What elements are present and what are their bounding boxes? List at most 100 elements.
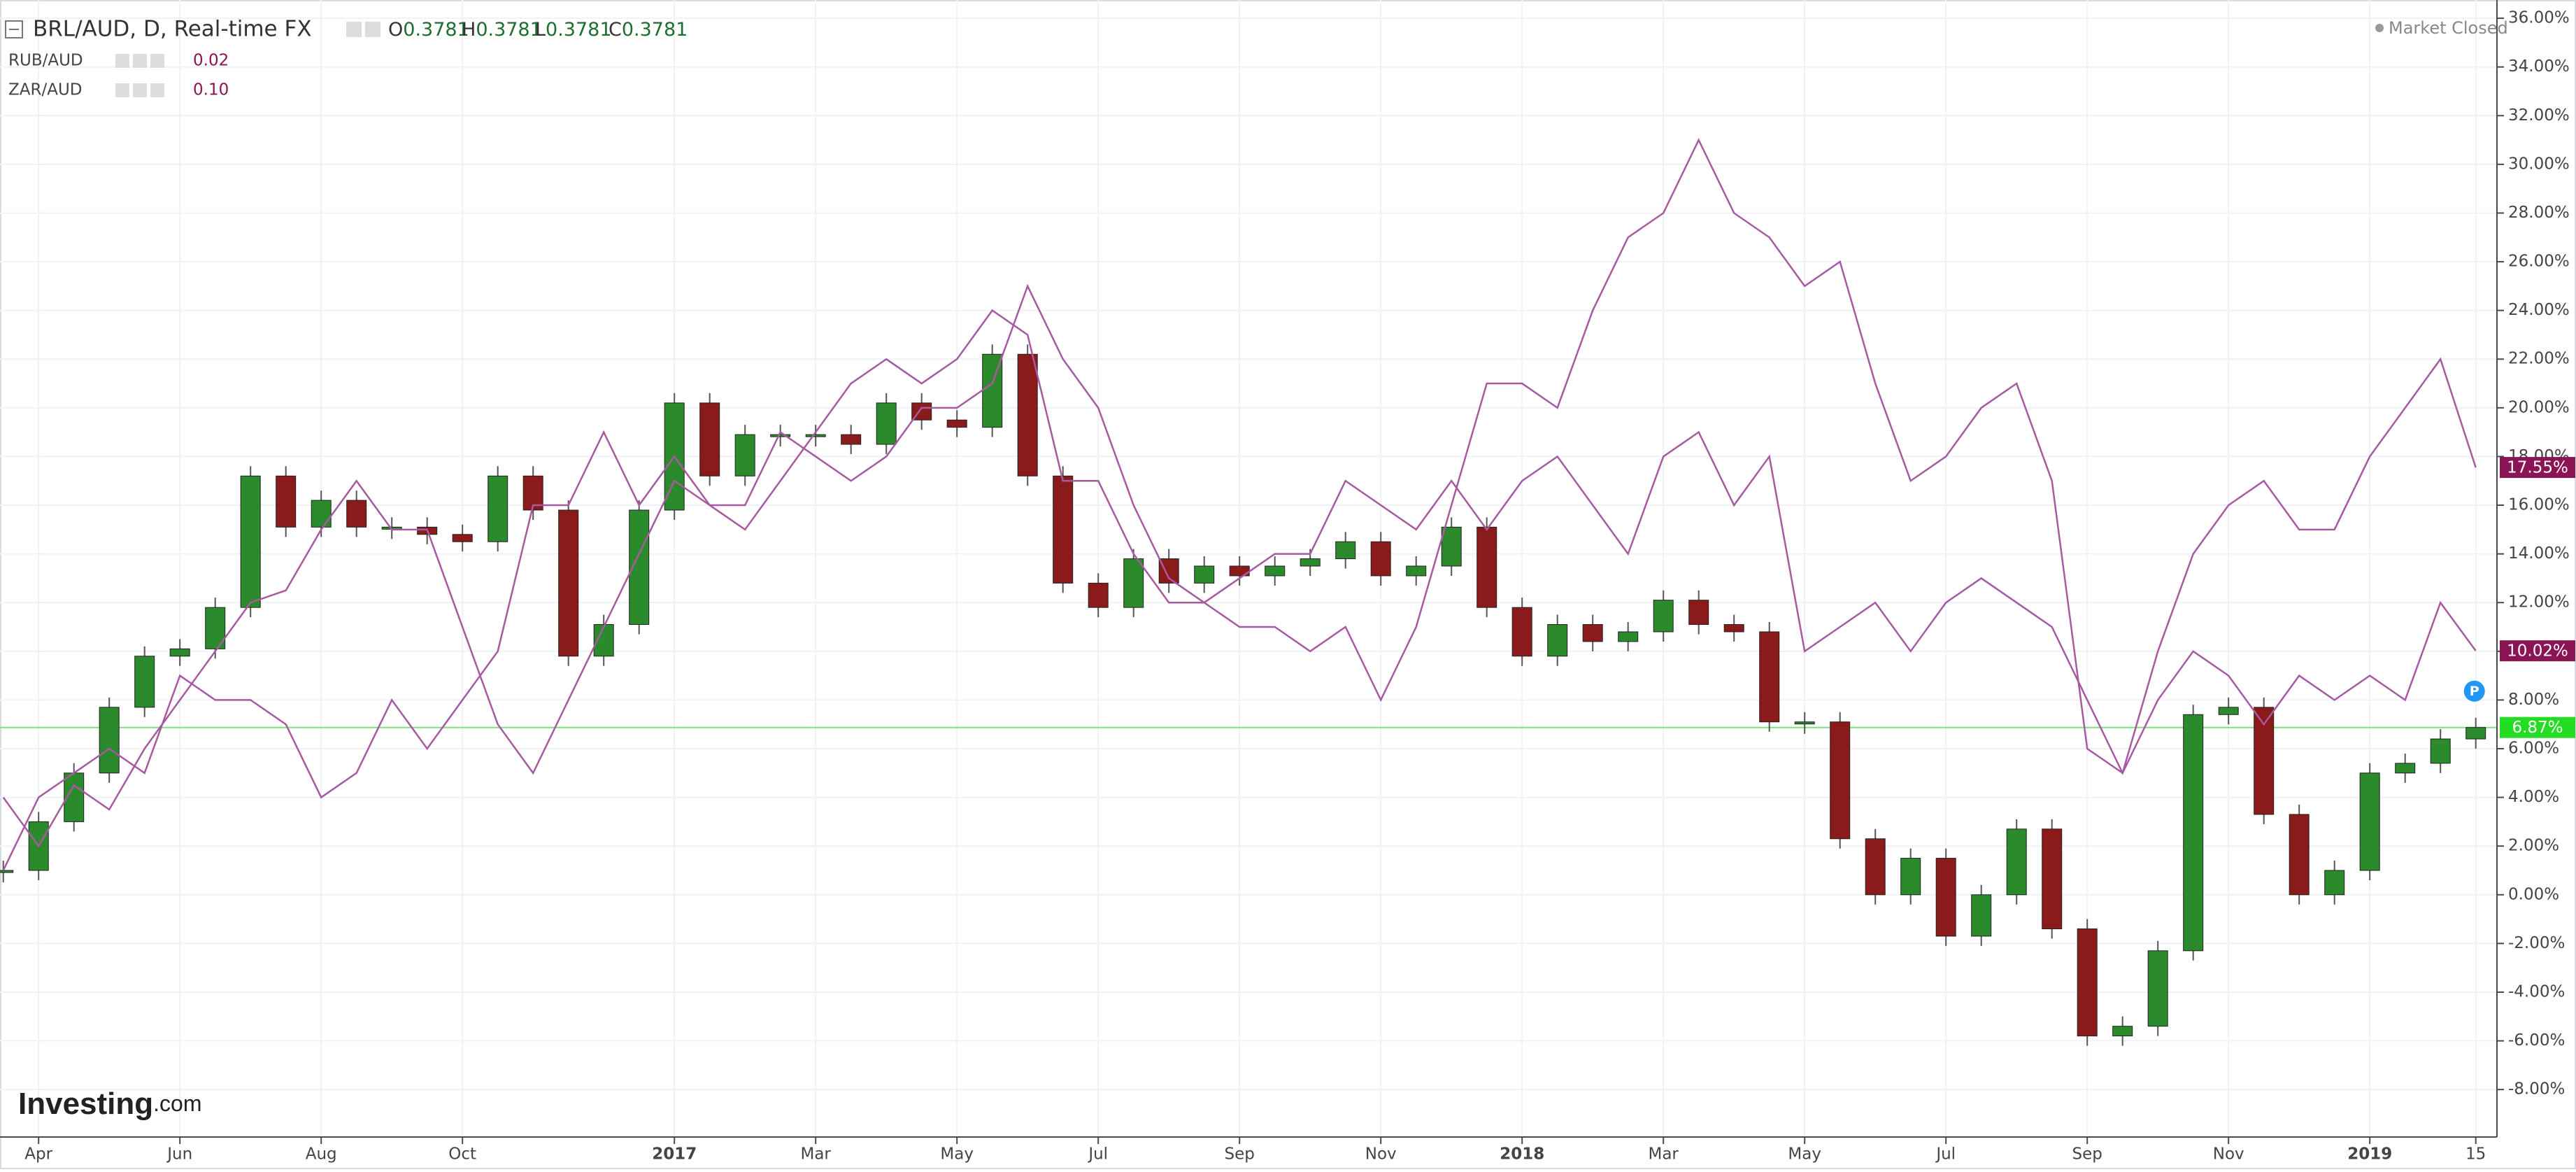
ohlc-value: 0.3781 <box>546 19 611 41</box>
y-tick-label: 6.00% <box>2508 739 2559 757</box>
y-tick-label: 0.00% <box>2508 885 2559 903</box>
settings-icon <box>346 22 362 37</box>
x-tick-label: Mar <box>1648 1145 1679 1164</box>
candle <box>1194 565 1215 584</box>
candle <box>2006 828 2027 896</box>
legend-icon <box>133 83 147 97</box>
y-tick-label: 2.00% <box>2508 837 2559 855</box>
candle <box>1265 565 1286 577</box>
x-tick-label: Oct <box>448 1145 476 1164</box>
candle <box>2183 714 2204 952</box>
candle <box>1547 624 1568 657</box>
ohlc-item: L0.3781 <box>535 19 612 41</box>
last-value-label: 6.87% <box>2512 719 2563 737</box>
candle <box>1511 607 1532 657</box>
y-tick-label: 12.00% <box>2508 593 2570 612</box>
candle <box>1441 526 1462 567</box>
x-tick-label: Jun <box>166 1145 192 1164</box>
candle <box>1865 838 1886 896</box>
last-value-label: 17.55% <box>2507 459 2568 477</box>
candle <box>1794 721 1815 725</box>
candle <box>1370 541 1391 577</box>
legend-icon <box>115 54 129 68</box>
y-tick-label: -6.00% <box>2508 1031 2565 1050</box>
candle <box>1335 541 1356 560</box>
candle <box>2465 727 2486 740</box>
y-tick-label: 22.00% <box>2508 350 2570 368</box>
candle <box>0 870 14 873</box>
marker-badge <box>2463 680 2485 702</box>
candle <box>946 419 967 428</box>
candle <box>2218 707 2239 715</box>
x-tick-label: Nov <box>2213 1145 2244 1164</box>
ohlc-value: 0.3781 <box>622 19 688 41</box>
x-tick-label: 15 <box>2465 1145 2486 1164</box>
x-tick-label: May <box>1788 1145 1821 1164</box>
candle <box>1759 631 1780 723</box>
candle <box>1017 353 1038 476</box>
y-tick-label: 8.00% <box>2508 691 2559 709</box>
candle <box>2289 814 2310 896</box>
candle <box>134 656 155 708</box>
brand-name: Investing <box>18 1087 153 1121</box>
candle <box>311 500 332 528</box>
y-tick-label: 4.00% <box>2508 788 2559 806</box>
x-tick-label: Sep <box>1225 1145 1255 1164</box>
candle <box>1123 558 1144 608</box>
y-tick-label: 14.00% <box>2508 544 2570 563</box>
last-value-badge <box>2500 716 2575 738</box>
y-tick-label: 20.00% <box>2508 398 2570 416</box>
candle <box>276 475 297 528</box>
collapse-icon[interactable] <box>5 20 23 38</box>
x-tick-label: Mar <box>800 1145 831 1164</box>
candle <box>2077 928 2098 1037</box>
last-value-badge <box>2500 640 2575 662</box>
candle <box>99 707 120 774</box>
ohlc-label: H <box>462 19 476 41</box>
candle <box>1406 565 1427 577</box>
candle <box>2147 950 2168 1027</box>
legend-value: 0.02 <box>193 52 229 70</box>
candle <box>876 402 897 445</box>
candle <box>452 534 473 542</box>
x-tick-label: 2018 <box>1500 1145 1544 1164</box>
x-tick-label: 2017 <box>652 1145 697 1164</box>
title: BRL/AUD, D, Real-time FX <box>33 17 312 42</box>
x-tick-label: 2019 <box>2347 1145 2392 1164</box>
legend-icon <box>133 54 147 68</box>
candle <box>1900 858 1921 896</box>
x-tick-label: Nov <box>1365 1145 1397 1164</box>
x-tick-label: Sep <box>2072 1145 2102 1164</box>
candle <box>240 475 261 608</box>
settings-icon <box>365 22 380 37</box>
brand: Investing.com <box>18 1087 202 1121</box>
candle <box>1723 624 1744 633</box>
ohlc-label: L <box>535 19 546 41</box>
last-value-badge <box>2500 457 2575 479</box>
candle <box>1618 631 1639 642</box>
last-value-label: 10.02% <box>2507 642 2568 661</box>
candle <box>1300 558 1321 567</box>
x-tick-label: May <box>940 1145 974 1164</box>
ohlc-value: 0.3781 <box>476 19 541 41</box>
y-tick-label: 36.00% <box>2508 9 2570 27</box>
y-tick-label: -4.00% <box>2508 982 2565 1001</box>
y-tick-label: -8.00% <box>2508 1080 2565 1099</box>
y-tick-label: 34.00% <box>2508 57 2570 76</box>
ohlc-item: O0.3781 <box>388 19 469 41</box>
y-tick-label: 32.00% <box>2508 106 2570 125</box>
candle <box>734 434 755 476</box>
legend-icon <box>150 54 164 68</box>
y-tick-label: 26.00% <box>2508 253 2570 271</box>
candle <box>1935 858 1956 937</box>
ohlc-value: 0.3781 <box>403 19 469 41</box>
candle <box>1830 721 1851 840</box>
candle <box>1653 600 1674 633</box>
ohlc-label: C <box>609 19 622 41</box>
candle <box>1688 600 1709 626</box>
candle <box>558 509 579 657</box>
ohlc-label: O <box>388 19 403 41</box>
candle <box>699 402 720 476</box>
